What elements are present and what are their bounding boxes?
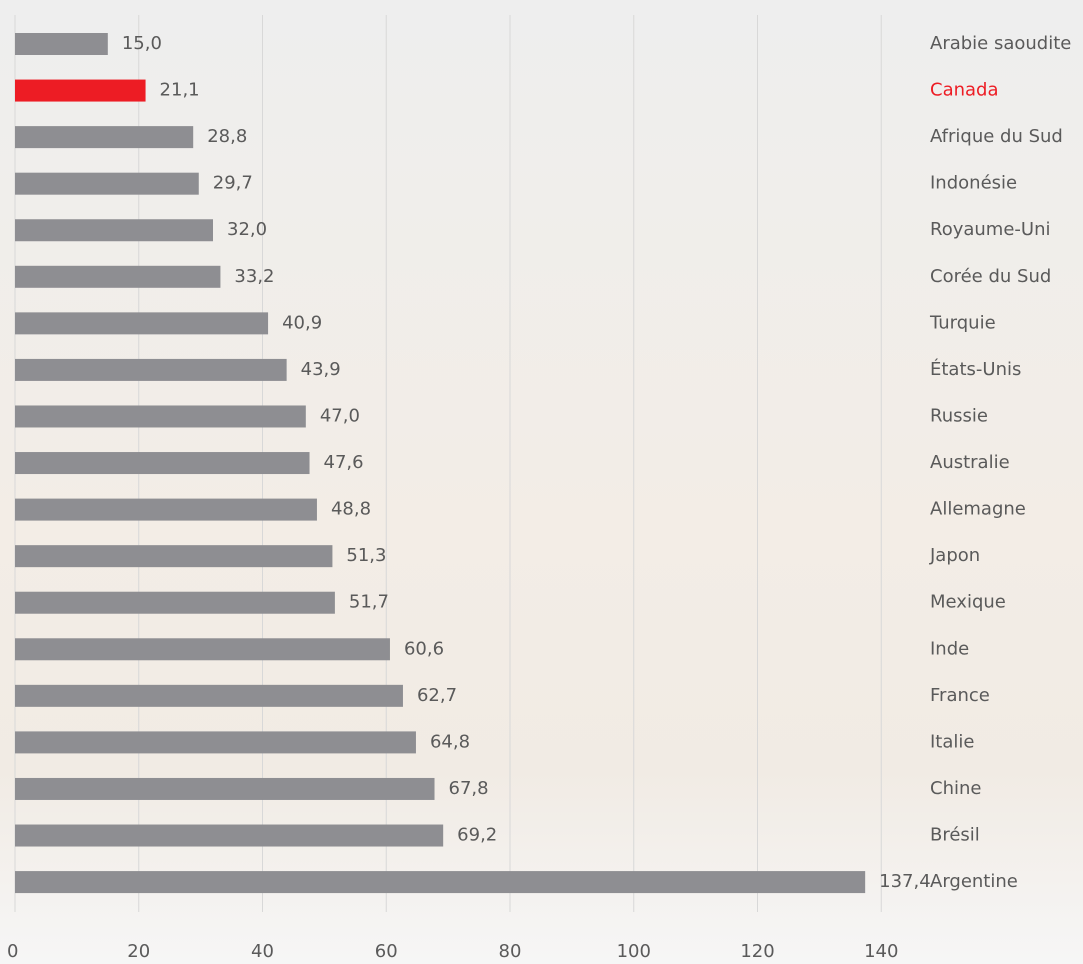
value-label: 64,8 [430, 731, 470, 752]
bar [15, 405, 306, 428]
category-label: Russie [930, 405, 988, 426]
category-label: Arabie saoudite [930, 33, 1071, 54]
category-label: Inde [930, 638, 969, 659]
bar [15, 172, 199, 195]
category-label: Australie [930, 452, 1010, 473]
bar [15, 452, 310, 475]
bar [15, 824, 444, 847]
bar [15, 498, 317, 521]
x-tick-label: 20 [127, 941, 150, 962]
value-label: 33,2 [234, 266, 274, 287]
bar [15, 545, 333, 568]
x-tick-label: 80 [499, 941, 522, 962]
value-label: 51,3 [346, 545, 386, 566]
category-label: Argentine [930, 871, 1018, 892]
bar [15, 871, 866, 894]
value-label: 62,7 [417, 685, 457, 706]
value-label: 29,7 [213, 173, 253, 194]
value-label: 69,2 [457, 825, 497, 846]
category-label: États-Unis [930, 358, 1021, 380]
category-label: Japon [929, 545, 980, 566]
value-label: 48,8 [331, 499, 371, 520]
category-label: France [930, 685, 990, 706]
bar [15, 591, 335, 614]
bar [15, 358, 287, 381]
value-label: 60,6 [404, 638, 444, 659]
value-label: 47,6 [324, 452, 364, 473]
bar [15, 312, 269, 335]
bar [15, 79, 146, 102]
value-label: 40,9 [282, 312, 322, 333]
x-tick-label: 140 [864, 941, 898, 962]
x-tick-label: 0 [7, 941, 18, 962]
category-label: Turquie [929, 312, 996, 333]
bar [15, 638, 390, 661]
category-label: Afrique du Sud [930, 126, 1063, 147]
category-label: Royaume-Uni [930, 219, 1051, 240]
value-label: 47,0 [320, 405, 360, 426]
bar [15, 126, 194, 149]
category-label: Canada [930, 80, 999, 101]
value-label: 67,8 [449, 778, 489, 799]
category-label: Chine [930, 778, 981, 799]
bar [15, 684, 403, 707]
x-tick-label: 100 [617, 941, 651, 962]
bar [15, 265, 221, 288]
value-label: 32,0 [227, 219, 267, 240]
category-label: Mexique [930, 592, 1006, 613]
bar [15, 219, 213, 242]
x-tick-label: 120 [740, 941, 774, 962]
bar [15, 731, 416, 754]
x-tick-label: 40 [251, 941, 274, 962]
category-label: Brésil [930, 825, 980, 846]
value-label: 51,7 [349, 592, 389, 613]
value-label: 137,4 [879, 871, 931, 892]
category-label: Italie [930, 731, 974, 752]
category-label: Indonésie [930, 173, 1017, 194]
category-label: Allemagne [930, 499, 1026, 520]
value-label: 43,9 [301, 359, 341, 380]
bar [15, 777, 435, 800]
x-tick-label: 60 [375, 941, 398, 962]
value-label: 28,8 [207, 126, 247, 147]
bar [15, 33, 108, 55]
category-label: Corée du Sud [930, 266, 1051, 287]
value-label: 15,0 [122, 33, 162, 54]
value-label: 21,1 [160, 80, 200, 101]
